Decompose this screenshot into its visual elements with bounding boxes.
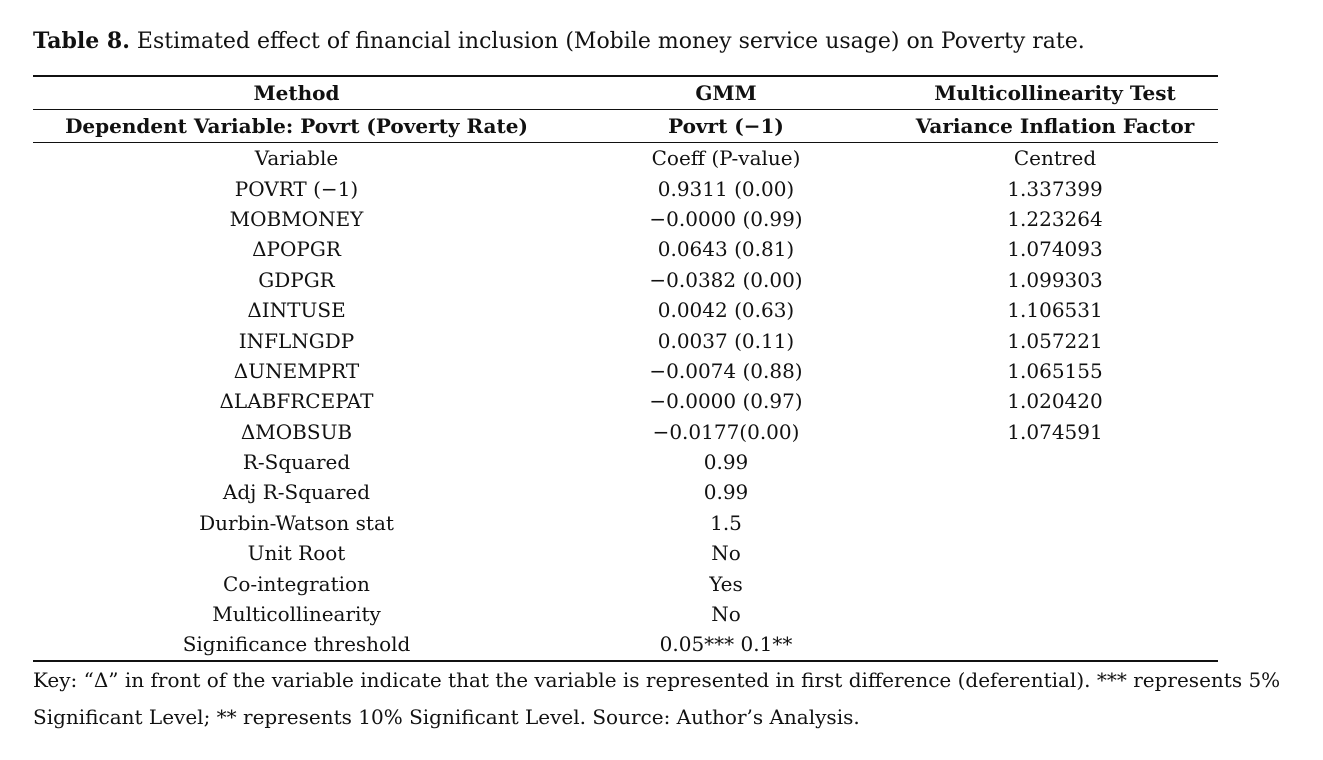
table-cell: Co-integration xyxy=(223,571,370,596)
table-cell: 0.9311 (0.00) xyxy=(657,176,795,201)
table-cell: Adj R-Squared xyxy=(222,480,371,505)
table-cell: Variance Inflation Factor xyxy=(892,109,1218,143)
table-cell: ΔLABFRCEPAT xyxy=(219,389,374,414)
caption-label: Table 8. xyxy=(33,28,130,54)
table-cell: 1.065155 xyxy=(1007,358,1103,383)
table-cell: Multicollinearity Test xyxy=(892,75,1218,110)
table-cell: 1.074093 xyxy=(1007,237,1103,262)
table-cell: 1.337399 xyxy=(1007,176,1103,201)
table-cell: 1.020420 xyxy=(1007,389,1103,414)
table-cell: −0.0177(0.00) xyxy=(652,419,800,444)
table-row: Variable Coeff (P-value) Centred xyxy=(33,143,1218,174)
table-row: Durbin-Watson stat 1.5 xyxy=(33,508,1218,538)
table-cell xyxy=(892,599,1218,629)
results-table: Method GMM Multicollinearity Test Dependent… xyxy=(33,75,1218,662)
table-cell: ΔINTUSE xyxy=(247,298,346,323)
table-row: GDPGR −0.0382 (0.00) 1.099303 xyxy=(33,265,1218,295)
table-cell: Unit Root xyxy=(247,541,346,566)
table-cell xyxy=(892,477,1218,507)
table-cell: POVRT (−1) xyxy=(234,176,359,201)
table-cell xyxy=(892,508,1218,538)
table-cell: ΔUNEMPRT xyxy=(233,358,360,383)
table-cell: Multicollinearity xyxy=(212,602,381,627)
table-cell: Coeff (P-value) xyxy=(651,146,801,171)
table-cell: 1.074591 xyxy=(1007,419,1103,444)
table-row: Adj R-Squared 0.99 xyxy=(33,477,1218,507)
table-row: ΔLABFRCEPAT −0.0000 (0.97) 1.020420 xyxy=(33,386,1218,416)
table-cell: 0.99 xyxy=(703,450,749,475)
caption-text: Estimated effect of financial inclusion … xyxy=(136,29,1085,54)
table-row: ΔUNEMPRT −0.0074 (0.88) 1.065155 xyxy=(33,356,1218,386)
table-row: INFLNGDP 0.0037 (0.11) 1.057221 xyxy=(33,325,1218,355)
table-cell: 0.05*** 0.1** xyxy=(560,629,892,662)
table-row: POVRT (−1) 0.9311 (0.00) 1.337399 xyxy=(33,173,1218,203)
table-cell: 1.223264 xyxy=(1007,206,1103,231)
table-row: Unit Root No xyxy=(33,538,1218,568)
table-cell: GDPGR xyxy=(258,267,335,292)
table-row: Significance threshold 0.05*** 0.1** xyxy=(33,629,1218,662)
table-cell xyxy=(892,538,1218,568)
table-row: Dependent Variable: Povrt (Poverty Rate)… xyxy=(33,109,1218,143)
table-cell: 0.0042 (0.63) xyxy=(657,298,795,323)
table-cell: ΔPOPGR xyxy=(252,237,341,262)
table-caption: Table 8. Estimated effect of financial i… xyxy=(33,28,1085,54)
table-cell: Significance threshold xyxy=(33,629,560,662)
table-row: Multicollinearity No xyxy=(33,599,1218,629)
table-row: Co-integration Yes xyxy=(33,568,1218,598)
table-row: ΔINTUSE 0.0042 (0.63) 1.106531 xyxy=(33,295,1218,325)
table-cell: −0.0000 (0.97) xyxy=(649,389,803,414)
table-cell: Durbin-Watson stat xyxy=(199,510,394,535)
table-cell: ΔMOBSUB xyxy=(240,419,353,444)
table-cell: 1.106531 xyxy=(1007,298,1103,323)
table-cell: Yes xyxy=(709,571,743,596)
table-cell: Dependent Variable: Povrt (Poverty Rate) xyxy=(33,109,560,143)
table-cell: MOBMONEY xyxy=(229,206,364,231)
table-note: Key: “Δ” in front of the variable indica… xyxy=(33,668,1281,729)
table-cell xyxy=(892,447,1218,477)
table-cell: 0.0643 (0.81) xyxy=(657,237,795,262)
table-cell: 1.057221 xyxy=(1007,328,1103,353)
table-cell xyxy=(892,629,1218,662)
table-cell: 0.0037 (0.11) xyxy=(657,328,795,353)
table-cell xyxy=(892,568,1218,598)
table-cell: 1.5 xyxy=(710,510,742,535)
table-cell: Povrt (−1) xyxy=(560,109,892,143)
table-cell: No xyxy=(711,602,741,627)
table-row: R-Squared 0.99 xyxy=(33,447,1218,477)
table-cell: −0.0382 (0.00) xyxy=(649,267,803,292)
table-cell: 0.99 xyxy=(703,480,749,505)
table-cell: Method xyxy=(33,75,560,110)
table-cell: −0.0074 (0.88) xyxy=(649,358,803,383)
table-row: Method GMM Multicollinearity Test xyxy=(33,75,1218,110)
table-cell: −0.0000 (0.99) xyxy=(649,206,803,231)
table-cell: GMM xyxy=(560,75,892,110)
table-cell: Variable xyxy=(254,146,339,171)
table-cell: No xyxy=(711,541,741,566)
table-row: MOBMONEY −0.0000 (0.99) 1.223264 xyxy=(33,204,1218,234)
table-cell: R-Squared xyxy=(242,450,351,475)
table-row: ΔPOPGR 0.0643 (0.81) 1.074093 xyxy=(33,234,1218,264)
table-row: ΔMOBSUB −0.0177(0.00) 1.074591 xyxy=(33,417,1218,447)
table-cell: 1.099303 xyxy=(1007,267,1103,292)
table-cell: INFLNGDP xyxy=(238,328,355,353)
table-cell: Centred xyxy=(1013,146,1097,171)
